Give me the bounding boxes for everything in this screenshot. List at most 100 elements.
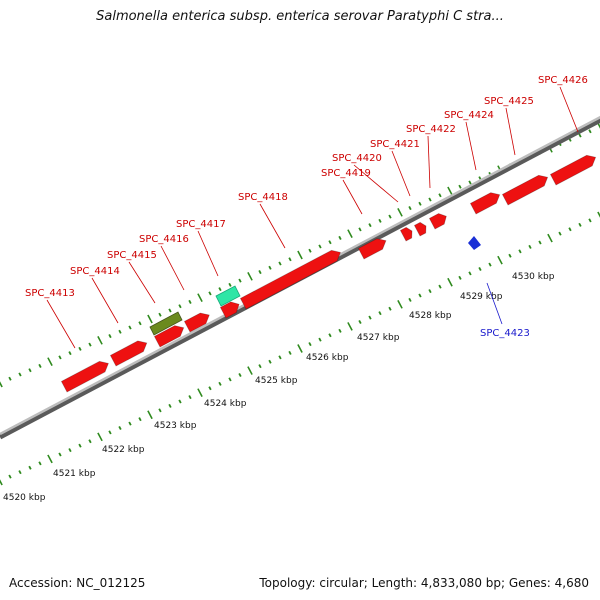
scale-tick-lower (247, 366, 253, 375)
scale-tick-lower (538, 240, 542, 245)
scale-tick-upper (128, 325, 132, 330)
scale-tick-lower (78, 443, 82, 448)
gene-label-spc-4417: SPC_4417 (176, 219, 226, 230)
gene-spc-4416 (183, 312, 210, 333)
scale-tick-lower (358, 319, 362, 325)
scale-tick-upper (258, 270, 262, 275)
scale-tick-lower (108, 430, 112, 435)
scale-tick-upper (388, 214, 392, 219)
scale-tick-upper (397, 207, 403, 217)
scale-tick-upper (297, 250, 303, 260)
scale-tick-lower (8, 474, 12, 479)
scale-tick-upper (78, 346, 82, 351)
scale-tick-lower (318, 337, 322, 342)
gene-layer (60, 154, 597, 393)
gene-spc-4422 (428, 213, 447, 230)
scale-tick-upper (88, 342, 92, 347)
scale-tick-lower (338, 328, 342, 333)
label-layer: 4520 kbp 4521 kbp 4522 kbp 4523 kbp 4524 kbp… (3, 75, 588, 503)
gene-spc-4418 (239, 249, 342, 310)
gene-spc-4414 (109, 340, 148, 367)
scale-tick-lower (308, 342, 312, 347)
scale-tick-lower (88, 439, 92, 444)
gene-label-spc-4415: SPC_4415 (107, 250, 157, 261)
scale-tick-upper (197, 293, 203, 303)
leader-line (91, 277, 119, 324)
scale-tick-upper (288, 257, 292, 262)
feature-teal (215, 285, 241, 307)
gene-spc-4419 (357, 238, 387, 260)
scale-tick-upper (58, 355, 62, 360)
leader-line (342, 179, 363, 215)
scale-tick-upper (328, 240, 332, 245)
gene-label-spc-4421: SPC_4421 (370, 139, 420, 150)
scale-tick-lower (68, 448, 72, 453)
scale-label: 4522 kbp (102, 445, 145, 455)
scale-label: 4521 kbp (53, 469, 96, 479)
scale-tick-upper (358, 227, 362, 232)
scale-tick-upper (338, 235, 342, 240)
scale-tick-upper (368, 223, 372, 228)
gene-label-spc-4425: SPC_4425 (484, 96, 534, 107)
tick-layer (0, 122, 600, 486)
scale-tick-lower (438, 284, 442, 289)
scale-label: 4529 kbp (460, 292, 503, 302)
scale-tick-upper (238, 278, 242, 283)
scale-tick-upper (347, 229, 353, 239)
gene-spc-4420 (399, 226, 413, 242)
scale-tick-lower (178, 399, 182, 404)
scale-tick-upper (208, 291, 212, 296)
scale-tick-lower (158, 408, 162, 413)
scale-tick-lower (347, 322, 353, 331)
scale-tick-lower (368, 315, 372, 320)
scale-tick-upper (268, 265, 272, 270)
gene-label-spc-4424: SPC_4424 (444, 110, 494, 121)
scale-tick-lower (297, 344, 303, 353)
gene-label-spc-4413: SPC_4413 (25, 288, 75, 299)
scale-tick-upper (468, 180, 472, 185)
scale-tick-lower (228, 377, 232, 382)
scale-tick-lower (578, 222, 582, 227)
scale-tick-lower (58, 452, 62, 457)
scale-tick-lower (428, 289, 432, 294)
scale-tick-lower (397, 299, 403, 309)
gene-spc-4417 (219, 301, 240, 319)
leader-line (427, 135, 431, 189)
scale-tick-upper (418, 201, 422, 206)
scale-tick-upper (18, 372, 22, 377)
scale-tick-lower (38, 461, 42, 466)
scale-tick-lower (118, 425, 122, 431)
scale-tick-upper (147, 314, 153, 324)
scale-tick-upper (308, 248, 312, 253)
scale-tick-upper (38, 363, 42, 368)
scale-tick-lower (288, 350, 292, 355)
gene-label-spc-4422: SPC_4422 (406, 124, 456, 135)
gene-label-spc-4420: SPC_4420 (332, 153, 382, 164)
scale-tick-lower (188, 395, 192, 400)
scale-tick-lower (478, 266, 482, 272)
scale-tick-upper (428, 197, 432, 202)
scale-tick-upper (47, 357, 53, 367)
leader-line (160, 245, 185, 291)
scale-label: 4525 kbp (255, 376, 298, 386)
leader-line (353, 164, 399, 203)
scale-tick-lower (558, 231, 562, 236)
scale-tick-lower (468, 271, 472, 276)
scale-label: 4523 kbp (154, 421, 197, 431)
scale-tick-lower (168, 403, 172, 408)
scale-tick-upper (108, 334, 112, 339)
scale-tick-upper (438, 193, 442, 198)
scale-tick-lower (447, 277, 453, 287)
scale-tick-lower (588, 218, 592, 223)
scale-tick-upper (218, 287, 222, 292)
gene-label-spc-4416: SPC_4416 (139, 234, 189, 245)
scale-tick-lower (128, 421, 132, 426)
scale-tick-lower (418, 293, 422, 298)
scale-tick-upper (408, 206, 412, 211)
leader-line (46, 299, 76, 349)
scale-tick-upper (28, 368, 32, 373)
leader-line (259, 203, 286, 249)
scale-tick-upper (447, 186, 453, 196)
scale-tick-lower (278, 355, 282, 360)
